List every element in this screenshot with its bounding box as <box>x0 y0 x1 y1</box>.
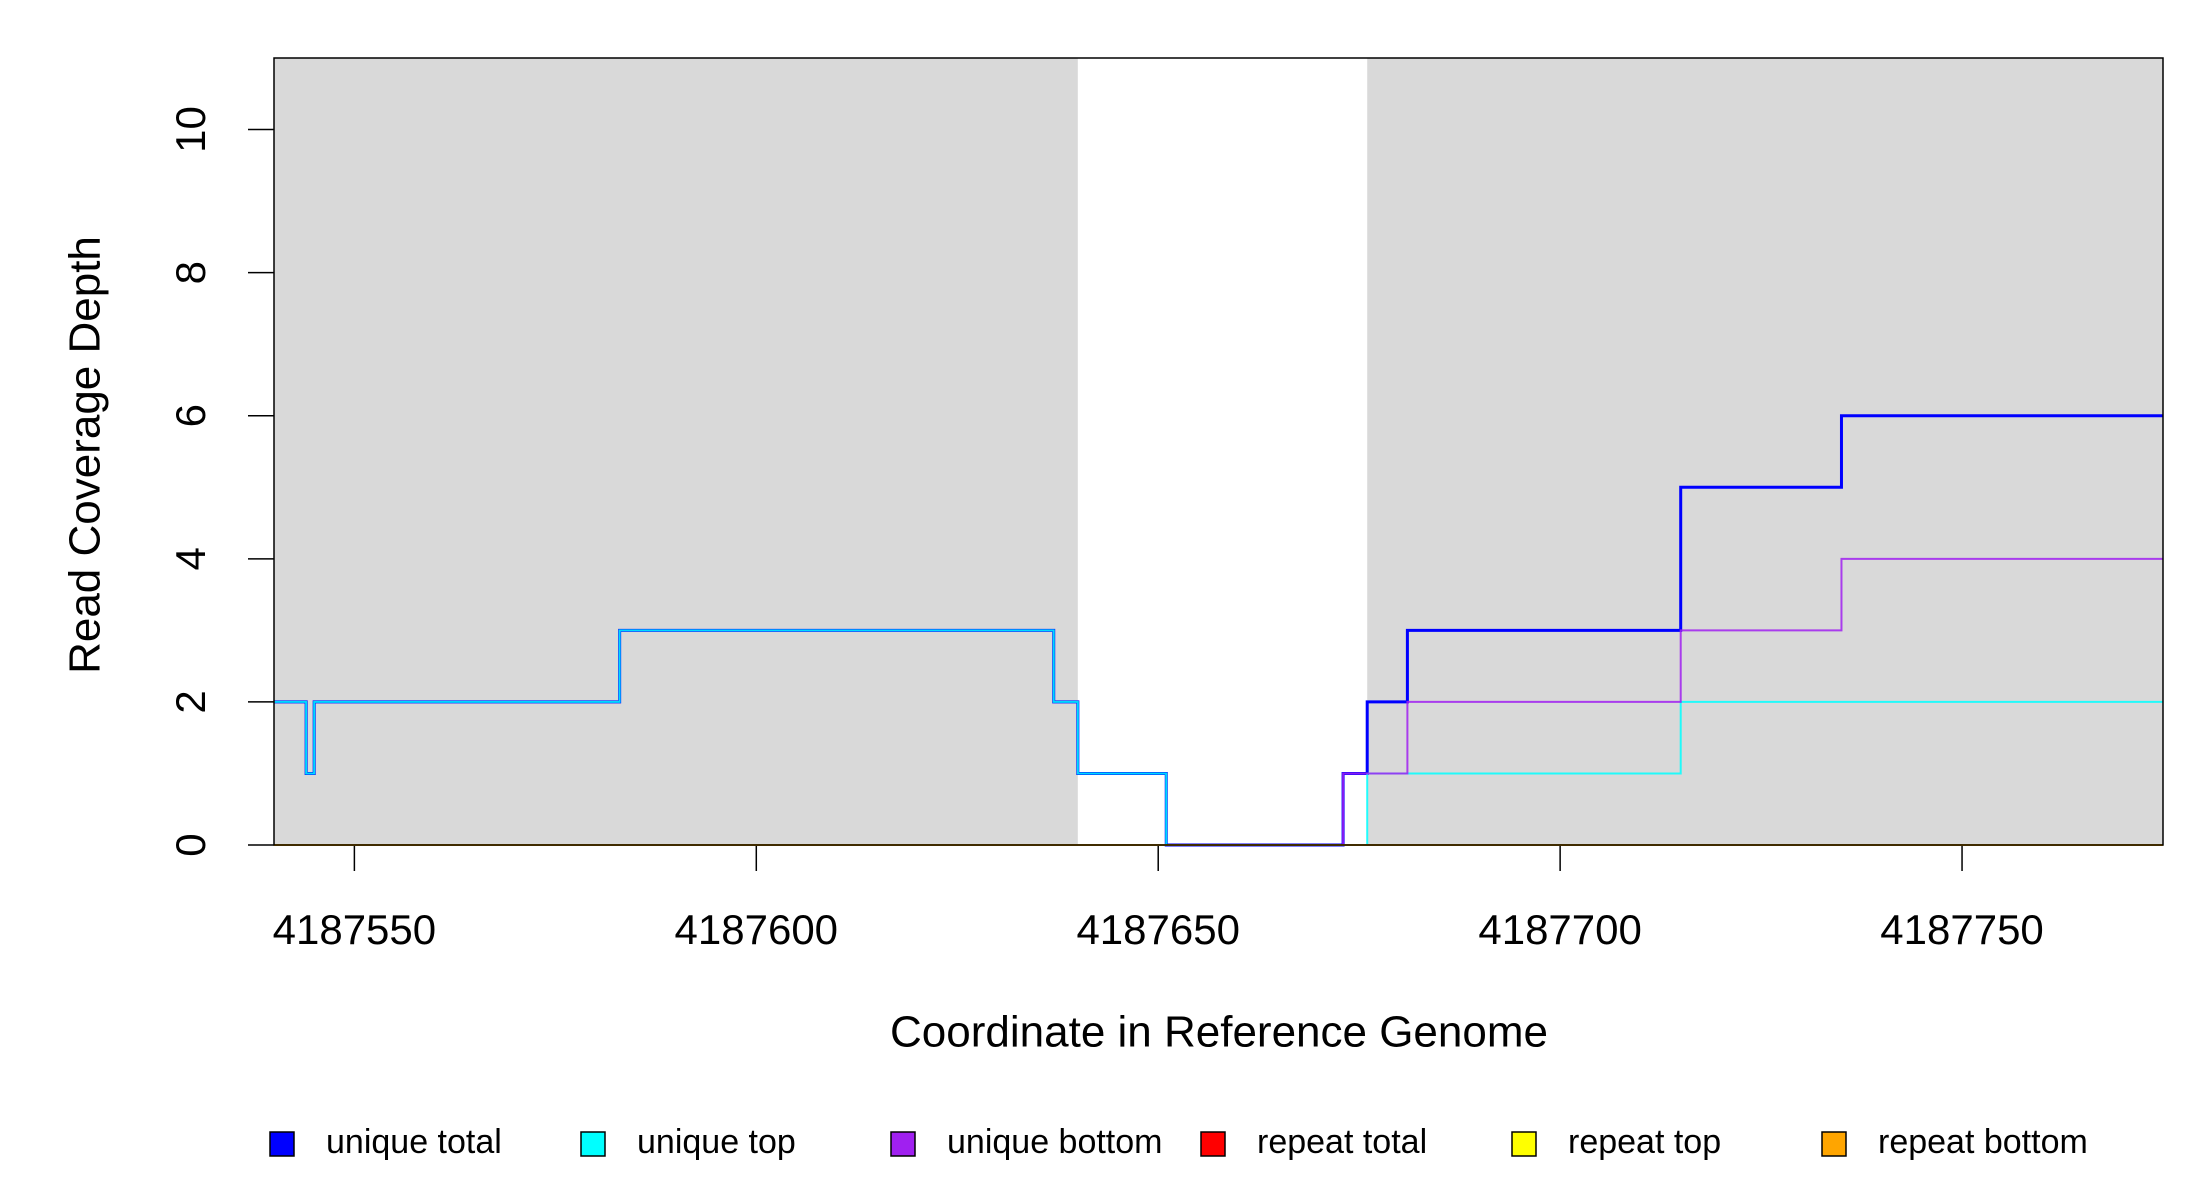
legend-swatch <box>1821 1131 1847 1157</box>
legend-label: repeat total <box>1257 1123 1427 1161</box>
shaded-region <box>274 58 1078 845</box>
legend-label: repeat top <box>1568 1123 1721 1161</box>
y-tick-label: 8 <box>167 261 214 284</box>
legend-swatch <box>580 1131 606 1157</box>
x-axis-title: Coordinate in Reference Genome <box>890 1008 1548 1057</box>
shaded-region <box>1367 58 2163 845</box>
coverage-line <box>274 629 2163 846</box>
legend-swatch <box>1200 1131 1226 1157</box>
x-tick-label: 4187750 <box>1880 906 2044 953</box>
x-tick-label: 4187650 <box>1076 906 1240 953</box>
legend-label: unique top <box>637 1123 796 1161</box>
y-tick-label: 4 <box>167 547 214 570</box>
legend-label: unique total <box>326 1123 502 1161</box>
legend-swatch <box>269 1131 295 1157</box>
legend-swatch <box>890 1131 916 1157</box>
plot-border <box>273 57 2164 846</box>
x-tick-label: 4187550 <box>273 906 437 953</box>
legend-label: unique bottom <box>947 1123 1163 1161</box>
legend-label: repeat bottom <box>1878 1123 2088 1161</box>
y-tick-label: 10 <box>167 106 214 153</box>
y-tick-label: 2 <box>167 690 214 713</box>
x-tick-label: 4187700 <box>1478 906 1642 953</box>
legend-swatch <box>1511 1131 1537 1157</box>
y-axis-title: Read Coverage Depth <box>61 236 110 674</box>
y-tick-label: 0 <box>167 833 214 856</box>
y-tick-label: 6 <box>167 404 214 427</box>
x-tick-label: 4187600 <box>675 906 839 953</box>
